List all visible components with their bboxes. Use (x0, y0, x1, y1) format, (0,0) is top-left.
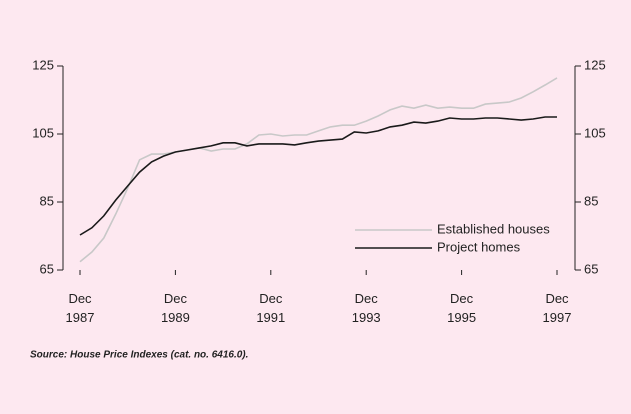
x-tick-label: Dec 1993 (352, 291, 381, 325)
y2-tick-label: 65 (584, 261, 598, 276)
y-tick-label: 105 (32, 125, 54, 140)
y-tick-label: 85 (40, 193, 54, 208)
x-tick-label: Dec 1989 (161, 291, 190, 325)
y2-tick-label: 85 (584, 193, 598, 208)
x-tick-label: Dec 1991 (256, 291, 285, 325)
series-line (79, 77, 558, 263)
y-tick-label: 125 (32, 57, 54, 72)
y2-tick-label: 105 (584, 125, 606, 140)
legend-label: Established houses (437, 221, 550, 236)
y-tick-label: 65 (40, 261, 54, 276)
legend-label: Project homes (437, 239, 521, 254)
source-note: Source: House Price Indexes (cat. no. 64… (30, 350, 248, 361)
x-tick-label: Dec 1995 (447, 291, 476, 325)
y2-tick-label: 125 (584, 57, 606, 72)
x-tick-label: Dec 1997 (543, 291, 572, 325)
series-line (79, 116, 557, 236)
x-tick-label: Dec 1987 (66, 291, 95, 325)
